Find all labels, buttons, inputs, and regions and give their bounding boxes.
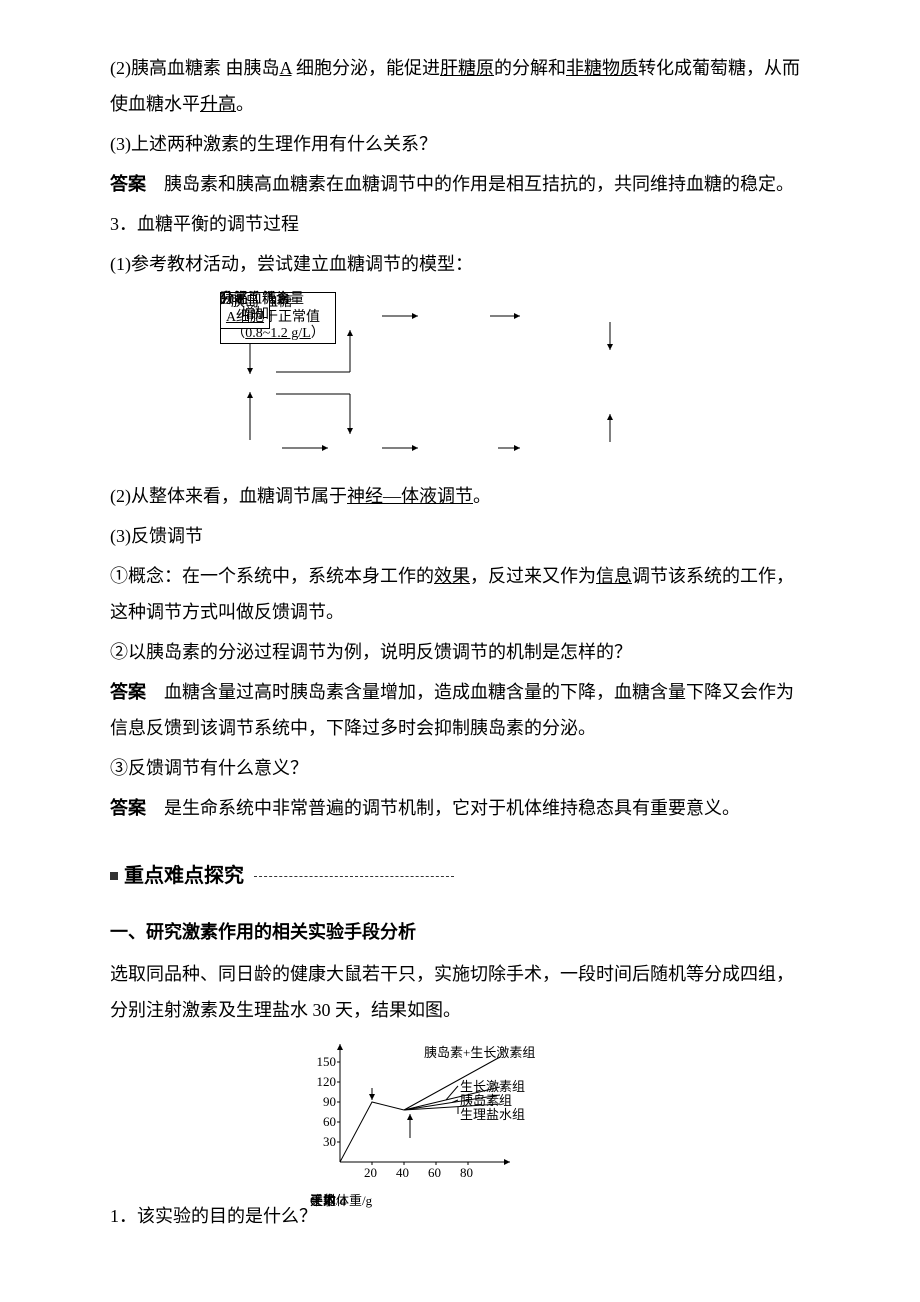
d1-raise: 升高血糖含量 bbox=[220, 292, 304, 307]
text: 的分解和 bbox=[494, 58, 566, 78]
para-ans3: 答案 是生命系统中非常普遍的调节机制，它对于机体维持稳态具有重要意义。 bbox=[110, 790, 810, 826]
x-tick-label: 80 bbox=[460, 1166, 473, 1179]
para-glucagon: (2)胰高血糖素 由胰岛A 细胞分泌，能促进肝糖原的分解和非糖物质转化成葡萄糖，… bbox=[110, 50, 810, 122]
sub-header: 一、研究激素作用的相关实验手段分析 bbox=[110, 914, 810, 950]
text: ，反过来又作为 bbox=[470, 566, 596, 586]
d1-glucagon-l2: 增加 bbox=[241, 307, 269, 322]
answer-body: 胰岛素和胰高血糖素在血糖调节中的作用是相互拮抗的，共同维持血糖的稳定。 bbox=[146, 174, 794, 194]
series-label: 生理盐水组 bbox=[460, 1108, 525, 1121]
section-header: 重点难点探究 bbox=[110, 856, 810, 896]
para-ans1: 答案 胰岛素和胰高血糖素在血糖调节中的作用是相互拮抗的，共同维持血糖的稳定。 bbox=[110, 166, 810, 202]
u-info: 信息 bbox=[596, 566, 632, 586]
para-heading3: 3．血糖平衡的调节过程 bbox=[110, 206, 810, 242]
u-effect: 效果 bbox=[434, 566, 470, 586]
para-ans2: 答案 血糖含量过高时胰岛素含量增加，造成血糖含量的下降，血糖含量下降又会作为信息… bbox=[110, 674, 810, 746]
y-tick-label: 60 bbox=[323, 1115, 336, 1128]
answer-label: 答案 bbox=[110, 798, 146, 818]
answer-body: 是生命系统中非常普遍的调节机制，它对于机体维持稳态具有重要意义。 bbox=[146, 798, 740, 818]
answer-body: 血糖含量过高时胰岛素含量增加，造成血糖含量的下降，血糖含量下降又会作为信息反馈到… bbox=[110, 682, 794, 738]
series-label: 胰岛素+生长激素组 bbox=[424, 1046, 535, 1059]
para-feedback-concept: ①概念：在一个系统中，系统本身工作的效果，反过来又作为信息调节该系统的工作，这种… bbox=[110, 558, 810, 630]
para-sub1: (1)参考教材活动，尝试建立血糖调节的模型： bbox=[110, 246, 810, 282]
answer-label: 答案 bbox=[110, 174, 146, 194]
para-sub3: (3)反馈调节 bbox=[110, 518, 810, 554]
x-tick-label: 40 bbox=[396, 1166, 409, 1179]
series-label: 胰岛素组 bbox=[460, 1094, 512, 1107]
dashed-line bbox=[254, 876, 454, 877]
text: 。 bbox=[236, 94, 254, 114]
x-tick-label: 20 bbox=[364, 1166, 377, 1179]
text: ①概念：在一个系统中，系统本身工作的 bbox=[110, 566, 434, 586]
text: (2)从整体来看，血糖调节属于 bbox=[110, 486, 347, 506]
para-sub2: (2)从整体来看，血糖调节属于神经—体液调节。 bbox=[110, 478, 810, 514]
u-non-sugar: 非糖物质 bbox=[566, 58, 638, 78]
weight-chart: 平均体重/g 天数/d O 手术 注射 30609012015020406080… bbox=[310, 1032, 610, 1192]
para-q-feedback-mean: ③反馈调节有什么意义？ bbox=[110, 750, 810, 786]
d1-normal-l3b: ） bbox=[311, 326, 325, 341]
injection-label: 注射 bbox=[310, 1194, 336, 1207]
para-experiment: 选取同品种、同日龄的健康大鼠若干只，实施切除手术，一段时间后随机等分成四组，分别… bbox=[110, 956, 810, 1028]
y-tick-label: 30 bbox=[323, 1135, 336, 1148]
text: 。 bbox=[473, 486, 491, 506]
u-glycogen: 肝糖原 bbox=[440, 58, 494, 78]
y-tick-label: 120 bbox=[317, 1075, 337, 1088]
u-a-cell: A bbox=[280, 58, 292, 78]
text: 细胞分泌，能促进 bbox=[292, 58, 441, 78]
y-tick-label: 150 bbox=[317, 1055, 337, 1068]
section-title: 重点难点探究 bbox=[124, 856, 244, 896]
para-q3: (3)上述两种激素的生理作用有什么关系？ bbox=[110, 126, 810, 162]
blood-glucose-diagram: 血糖升高 + 直接 胰岛 B细胞 + 分泌 胰岛素增加 降低血糖含量 下丘脑 有… bbox=[220, 292, 700, 472]
text: (2)胰高血糖素 由胰岛 bbox=[110, 58, 280, 78]
answer-label: 答案 bbox=[110, 682, 146, 702]
u-raise: 升高 bbox=[200, 94, 236, 114]
square-bullet-icon bbox=[110, 872, 118, 880]
x-tick-label: 60 bbox=[428, 1166, 441, 1179]
y-tick-label: 90 bbox=[323, 1095, 336, 1108]
para-q1: 1．该实验的目的是什么？ bbox=[110, 1198, 810, 1234]
u-neural-humoral: 神经—体液调节 bbox=[347, 486, 473, 506]
series-label: 生长激素组 bbox=[460, 1080, 525, 1093]
para-q-feedback: ②以胰岛素的分泌过程调节为例，说明反馈调节的机制是怎样的？ bbox=[110, 634, 810, 670]
